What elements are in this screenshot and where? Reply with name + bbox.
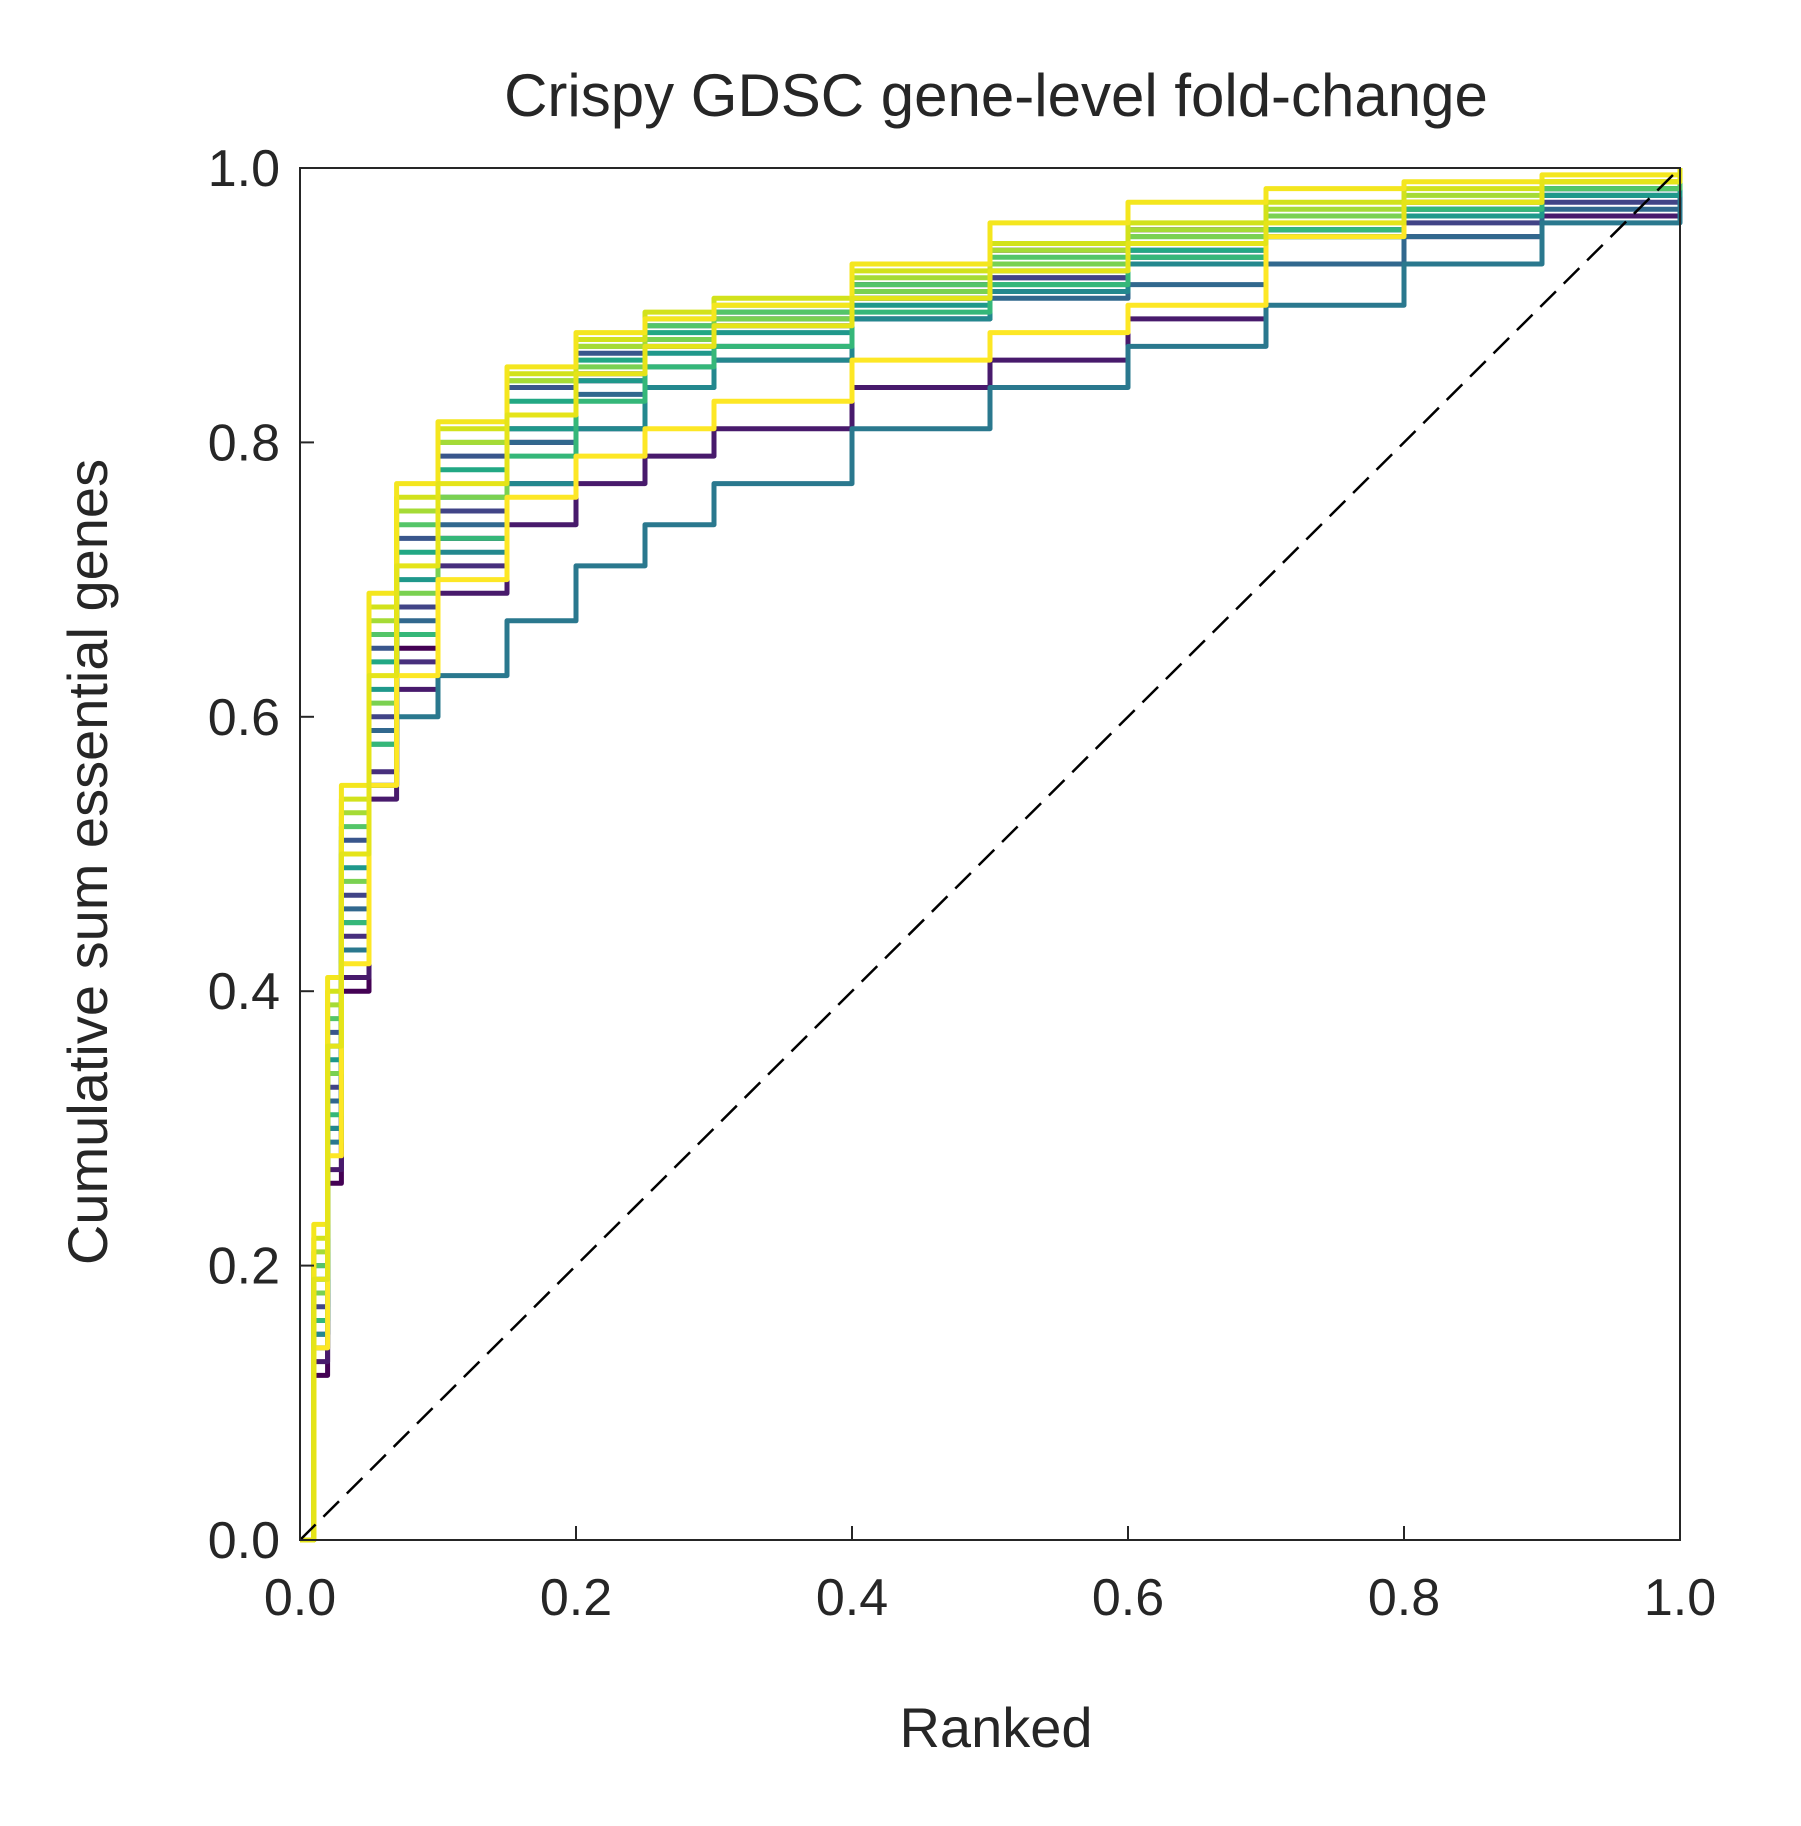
reference-diagonal-line — [299, 167, 1681, 1541]
chart-title: Crispy GDSC gene-level fold-change — [504, 62, 1488, 129]
y-axis-ticks: 0.0 0.2 0.4 0.6 0.8 1.0 — [208, 140, 314, 1570]
y-tick-label: 0.8 — [208, 414, 280, 472]
series-line-16 — [300, 168, 1683, 1543]
y-tick-label: 0.0 — [208, 1512, 280, 1570]
y-axis-title: Cumulative sum essential genes — [56, 459, 119, 1265]
plot-frame — [299, 167, 1681, 1541]
x-axis-title: Ranked — [899, 1696, 1092, 1759]
y-tick-label: 0.2 — [208, 1238, 280, 1296]
x-tick-label: 1.0 — [1644, 1569, 1716, 1627]
series-layer — [300, 168, 1683, 1543]
x-tick-label: 0.6 — [1092, 1569, 1164, 1627]
y-tick-label: 0.6 — [208, 689, 280, 747]
x-tick-label: 0.8 — [1368, 1569, 1440, 1627]
x-axis-ticks: 0.0 0.2 0.4 0.6 0.8 1.0 — [264, 1526, 1716, 1627]
y-tick-label: 1.0 — [208, 140, 280, 198]
x-tick-label: 0.2 — [540, 1569, 612, 1627]
y-tick-label: 0.4 — [208, 963, 280, 1021]
series-line-17 — [300, 168, 1683, 1543]
x-tick-label: 0.4 — [816, 1569, 888, 1627]
x-tick-label: 0.0 — [264, 1569, 336, 1627]
